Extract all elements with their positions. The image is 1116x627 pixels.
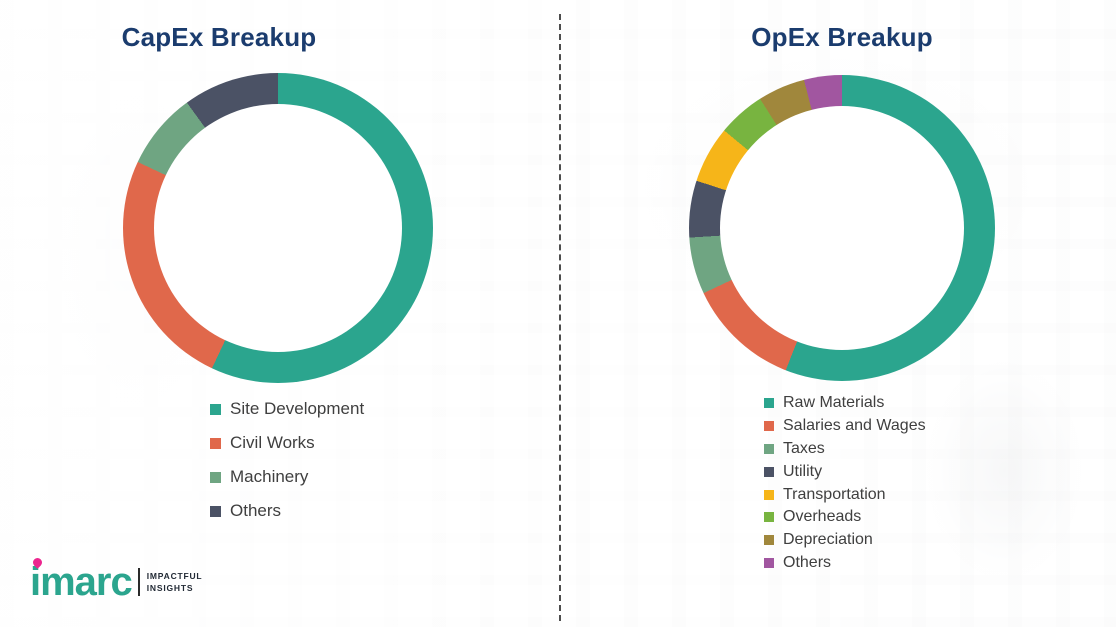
legend-item: Others (210, 494, 364, 528)
legend-item: Machinery (210, 460, 364, 494)
opex-donut-chart (689, 75, 995, 381)
legend-swatch (210, 437, 221, 449)
legend-swatch (764, 398, 774, 409)
legend-item: Depreciation (764, 529, 926, 552)
legend-item: Salaries and Wages (764, 415, 926, 438)
legend-item: Utility (764, 460, 926, 483)
legend-swatch (764, 535, 774, 546)
legend-item: Taxes (764, 438, 926, 461)
imarc-logo: imarc IMPACTFUL INSIGHTS (30, 556, 203, 604)
legend-label: Civil Works (230, 433, 315, 452)
legend-swatch (764, 557, 774, 568)
legend-swatch (210, 471, 221, 483)
legend-label: Transportation (783, 485, 886, 503)
legend-swatch (764, 466, 774, 477)
legend-swatch (210, 403, 221, 415)
tagline-line2: INSIGHTS (146, 583, 194, 593)
legend-swatch (764, 421, 774, 432)
legend-label: Depreciation (783, 531, 873, 549)
legend-item: Others (764, 552, 926, 575)
imarc-wordmark: imarc (30, 560, 133, 604)
legend-label: Overheads (783, 508, 862, 526)
legend-swatch (764, 512, 774, 523)
capex-donut-chart (123, 73, 433, 383)
tagline-line1: IMPACTFUL (146, 570, 203, 581)
legend-label: Taxes (783, 439, 825, 457)
opex-legend: Raw Materials Salaries and Wages Taxes U… (764, 392, 926, 574)
legend-item: Site Development (210, 392, 364, 426)
legend-item: Civil Works (210, 426, 364, 460)
opex-chart-title: OpEx Breakup (751, 22, 933, 52)
logo-divider (137, 568, 140, 596)
legend-label: Salaries and Wages (783, 417, 926, 435)
vertical-dashed-divider (559, 14, 561, 621)
legend-swatch (764, 443, 774, 454)
imarc-logo-text: imarc (30, 556, 133, 604)
capex-donut-hole (154, 104, 402, 352)
legend-label: Machinery (230, 467, 309, 486)
legend-item: Transportation (764, 483, 926, 506)
legend-item: Raw Materials (764, 392, 926, 415)
legend-label: Others (230, 501, 282, 520)
legend-label: Site Development (230, 399, 365, 418)
legend-swatch (764, 489, 774, 500)
imarc-tagline: IMPACTFUL INSIGHTS (147, 570, 203, 595)
legend-label: Others (783, 553, 832, 571)
legend-label: Raw Materials (783, 394, 885, 412)
capex-panel: CapEx Breakup Site Development Civil Wor… (30, 22, 433, 604)
opex-panel: OpEx Breakup Raw Materials Salaries and … (558, 0, 1116, 627)
opex-donut-hole (719, 105, 965, 351)
legend-label: Utility (783, 462, 823, 480)
capex-legend: Site Development Civil Works Machinery O… (210, 392, 364, 528)
capex-chart-title: CapEx Breakup (121, 22, 317, 52)
legend-swatch (210, 505, 221, 517)
legend-item: Overheads (764, 506, 926, 529)
